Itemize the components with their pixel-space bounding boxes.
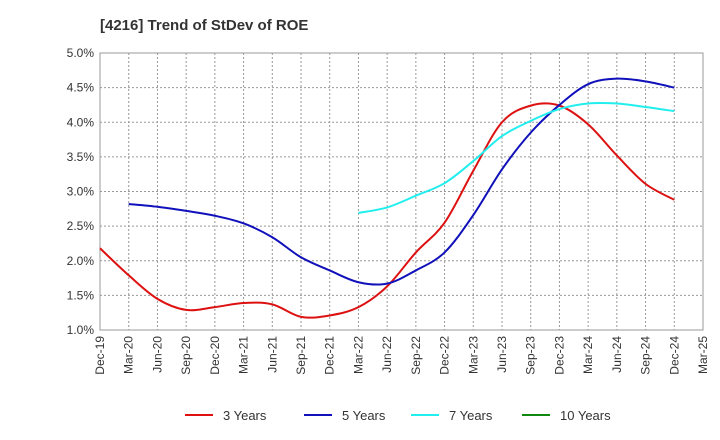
x-tick-label: Mar-22 bbox=[351, 336, 365, 374]
x-tick-label: Sep-23 bbox=[524, 336, 538, 375]
x-tick-label: Mar-23 bbox=[466, 336, 480, 374]
chart-title: [4216] Trend of StDev of ROE bbox=[100, 17, 308, 34]
x-tick-label: Dec-21 bbox=[323, 336, 337, 375]
legend-label: 7 Years bbox=[449, 408, 493, 423]
y-axis-ticks: 1.0% 1.5% 2.0% 2.5% 3.0% 3.5% 4.0% 4.5% 5.0% bbox=[67, 46, 95, 337]
y-tick-label: 2.5% bbox=[67, 219, 95, 233]
x-tick-label: Jun-23 bbox=[495, 336, 509, 373]
x-tick-label: Dec-19 bbox=[93, 336, 107, 375]
legend: 3 Years 5 Years 7 Years 10 Years bbox=[185, 408, 611, 423]
x-axis-ticks: Dec-19 Mar-20 Jun-20 Sep-20 Dec-20 Mar-21 Jun-… bbox=[93, 336, 710, 375]
series-line-2 bbox=[128, 77, 675, 286]
y-tick-label: 4.0% bbox=[67, 115, 95, 129]
grid bbox=[100, 53, 703, 330]
x-tick-label: Sep-21 bbox=[294, 336, 308, 375]
x-tick-label: Jun-22 bbox=[380, 336, 394, 373]
y-tick-label: 2.0% bbox=[67, 254, 95, 268]
x-tick-label: Mar-20 bbox=[122, 336, 136, 374]
x-tick-label: Dec-20 bbox=[208, 336, 222, 375]
series-line-1 bbox=[99, 102, 675, 319]
x-tick-label: Mar-24 bbox=[581, 336, 595, 374]
x-tick-label: Sep-20 bbox=[179, 336, 193, 375]
y-tick-label: 5.0% bbox=[67, 46, 95, 60]
x-tick-label: Sep-24 bbox=[639, 336, 653, 375]
x-tick-label: Mar-21 bbox=[237, 336, 251, 374]
y-tick-label: 3.5% bbox=[67, 150, 95, 164]
legend-label: 5 Years bbox=[342, 408, 386, 423]
y-tick-label: 3.0% bbox=[67, 185, 95, 199]
legend-label: 10 Years bbox=[560, 408, 611, 423]
x-tick-label: Dec-23 bbox=[552, 336, 566, 375]
y-tick-label: 1.0% bbox=[67, 323, 95, 337]
y-tick-label: 1.5% bbox=[67, 288, 95, 302]
x-tick-label: Jun-20 bbox=[150, 336, 164, 373]
x-tick-label: Dec-22 bbox=[438, 336, 452, 375]
x-tick-label: Dec-24 bbox=[667, 336, 681, 375]
x-tick-label: Jun-21 bbox=[265, 336, 279, 373]
series-line-3 bbox=[358, 101, 675, 214]
x-tick-label: Mar-25 bbox=[696, 336, 710, 374]
series-lines bbox=[99, 77, 675, 319]
x-tick-label: Sep-22 bbox=[409, 336, 423, 375]
y-tick-label: 4.5% bbox=[67, 81, 95, 95]
legend-label: 3 Years bbox=[223, 408, 267, 423]
x-tick-label: Jun-24 bbox=[610, 336, 624, 373]
